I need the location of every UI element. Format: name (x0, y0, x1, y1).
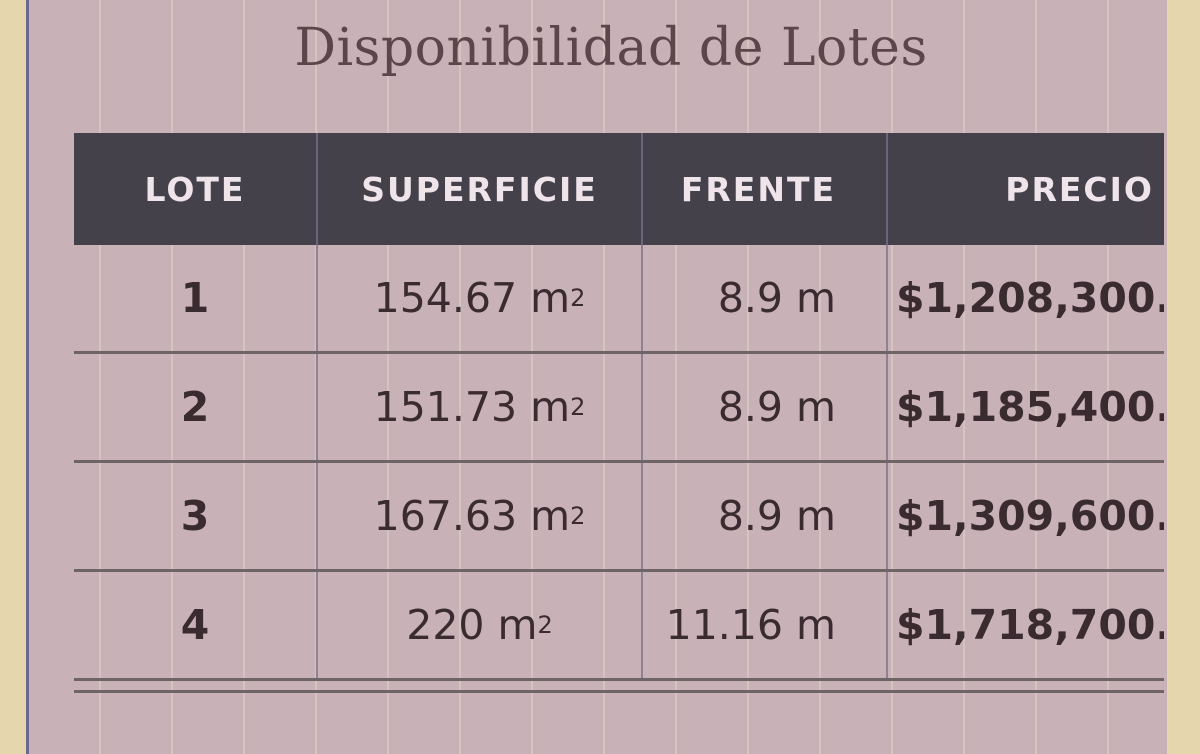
lots-table: LOTE SUPERFICIE FRENTE PRECIO 1 154.67 m… (74, 133, 1164, 681)
table-bottom-border (74, 690, 1164, 693)
cell-lote: 1 (74, 245, 318, 351)
cell-frente: 8.9 m (643, 354, 888, 460)
cell-lote: 4 (74, 572, 318, 678)
page-title: Disponibilidad de Lotes (294, 18, 928, 78)
paper-sheet (26, 0, 1167, 754)
cell-frente: 8.9 m (643, 463, 888, 569)
column-header-precio: PRECIO (1005, 169, 1154, 209)
column-header-frente: FRENTE (643, 133, 888, 245)
cell-frente: 11.16 m (643, 572, 888, 678)
cell-frente: 8.9 m (643, 245, 888, 351)
cell-lote: 3 (74, 463, 318, 569)
superscript-2: 2 (537, 611, 553, 639)
table-header: LOTE SUPERFICIE FRENTE PRECIO (74, 133, 1164, 245)
column-header-lote: LOTE (74, 133, 318, 245)
cell-precio: $1,185,400. (896, 383, 1164, 431)
superscript-2: 2 (570, 284, 586, 312)
superscript-2: 2 (570, 393, 586, 421)
cell-precio: $1,309,600. (896, 492, 1164, 540)
cell-precio: $1,208,300. (896, 274, 1164, 322)
cell-lote: 2 (74, 354, 318, 460)
superscript-2: 2 (570, 502, 586, 530)
cell-precio: $1,718,700. (896, 601, 1164, 649)
column-header-superficie: SUPERFICIE (318, 133, 643, 245)
